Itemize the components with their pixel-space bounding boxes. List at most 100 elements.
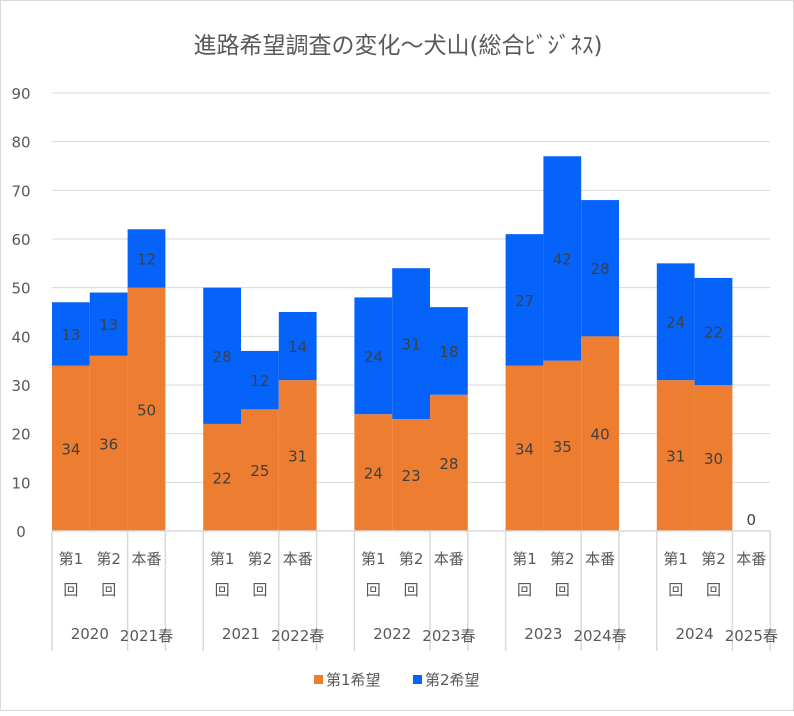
x-group-year-label: 2023 [524,625,562,643]
data-label-second-choice: 27 [515,292,534,310]
x-group-final-label: 2023春 [422,627,475,645]
x-group-final-label: 2022春 [271,627,324,645]
x-category-label: 本番 [283,550,313,568]
x-category-label: 本番 [131,550,161,568]
bar-first-choice [392,419,430,531]
x-category-label: 第1 [210,550,235,568]
bar-second-choice [52,302,90,366]
x-group-year-label: 2022 [373,625,411,643]
bar-first-choice [278,380,317,531]
y-tick-label: 0 [16,523,26,541]
data-label-first-choice: 34 [515,440,534,458]
data-label-first-choice: 36 [99,435,118,453]
bar-first-choice [89,355,128,531]
bar-second-choice [203,287,241,424]
data-label-second-choice: 14 [288,338,307,356]
data-label-second-choice: 13 [61,326,80,344]
data-label-second-choice: 18 [439,343,458,361]
x-category-label: 第1 [59,550,84,568]
y-tick-label: 90 [11,85,30,103]
bar-second-choice [241,350,279,410]
data-label-first-choice: 28 [439,455,458,473]
legend-label: 第2希望 [425,671,480,689]
x-group-final-label: 2025春 [725,627,778,645]
data-label-first-choice: 35 [553,438,572,456]
data-label-first-choice: 31 [666,448,685,466]
bar-first-choice [203,423,241,531]
legend-label: 第1希望 [326,671,381,689]
bar-first-choice [656,380,695,531]
y-tick-label: 10 [11,474,30,492]
x-category-label: 第2 [701,550,726,568]
x-category-label-line2: 回 [404,581,419,599]
data-label-second-choice: 24 [666,314,685,332]
data-label-first-choice: 50 [137,401,156,419]
legend-swatch [314,675,323,684]
bar-first-choice [241,409,279,531]
chart-title: 進路希望調査の変化～犬山(総合ﾋﾞｼﾞﾈｽ) [194,33,603,59]
x-category-label: 本番 [585,550,615,568]
x-category-label-line2: 回 [63,581,78,599]
data-label-first-choice: 31 [288,448,307,466]
data-label-second-choice: 28 [213,348,232,366]
y-tick-label: 60 [11,231,30,249]
data-label-first-choice: 0 [747,511,757,529]
x-category-label-line2: 回 [517,581,532,599]
bar-first-choice [430,394,468,531]
x-category-label: 第1 [663,550,688,568]
data-label-second-choice: 31 [402,336,421,354]
bar-second-choice [392,268,430,420]
x-category-label: 第2 [550,550,575,568]
bar-second-choice [656,263,695,381]
x-category-label-line2: 回 [101,581,116,599]
bar-second-choice [127,229,166,288]
data-label-first-choice: 23 [402,467,421,485]
bar-first-choice [52,365,90,531]
x-category-label-line2: 回 [215,581,230,599]
bar-second-choice [430,307,468,395]
data-label-first-choice: 40 [591,426,610,444]
x-category-label: 第2 [96,550,121,568]
x-group-final-label: 2024春 [574,627,627,645]
x-category-label-line2: 回 [555,581,570,599]
data-label-second-choice: 22 [704,323,723,341]
y-tick-label: 70 [11,182,30,200]
data-label-second-choice: 42 [553,250,572,268]
bar-first-choice [581,336,619,531]
data-label-first-choice: 25 [250,462,269,480]
legend-swatch [413,675,422,684]
data-label-first-choice: 34 [61,440,80,458]
y-tick-label: 50 [11,280,30,298]
data-label-first-choice: 24 [364,465,383,483]
data-label-second-choice: 12 [250,372,269,390]
bar-first-choice [127,287,166,531]
bar-first-choice [694,385,733,531]
bar-first-choice [543,360,582,531]
x-group-year-label: 2020 [71,625,109,643]
data-label-second-choice: 12 [137,250,156,268]
y-tick-label: 80 [11,134,30,152]
x-category-label-line2: 回 [668,581,683,599]
x-group-year-label: 2021 [222,625,260,643]
bar-first-choice [505,365,544,531]
data-label-second-choice: 24 [364,348,383,366]
bar-second-choice [505,234,544,366]
x-category-label: 本番 [736,550,766,568]
x-category-label: 第2 [248,550,273,568]
data-label-first-choice: 22 [213,469,232,487]
x-category-label: 本番 [434,550,464,568]
y-tick-label: 20 [11,426,30,444]
x-category-label: 第1 [512,550,537,568]
bar-second-choice [543,156,582,361]
x-category-label-line2: 回 [252,581,267,599]
data-label-first-choice: 30 [704,450,723,468]
bar-second-choice [581,200,619,337]
y-tick-label: 40 [11,328,30,346]
x-category-label: 第1 [361,550,386,568]
x-category-label: 第2 [399,550,424,568]
x-group-year-label: 2024 [676,625,714,643]
x-group-final-label: 2021春 [120,627,173,645]
y-tick-label: 30 [11,377,30,395]
